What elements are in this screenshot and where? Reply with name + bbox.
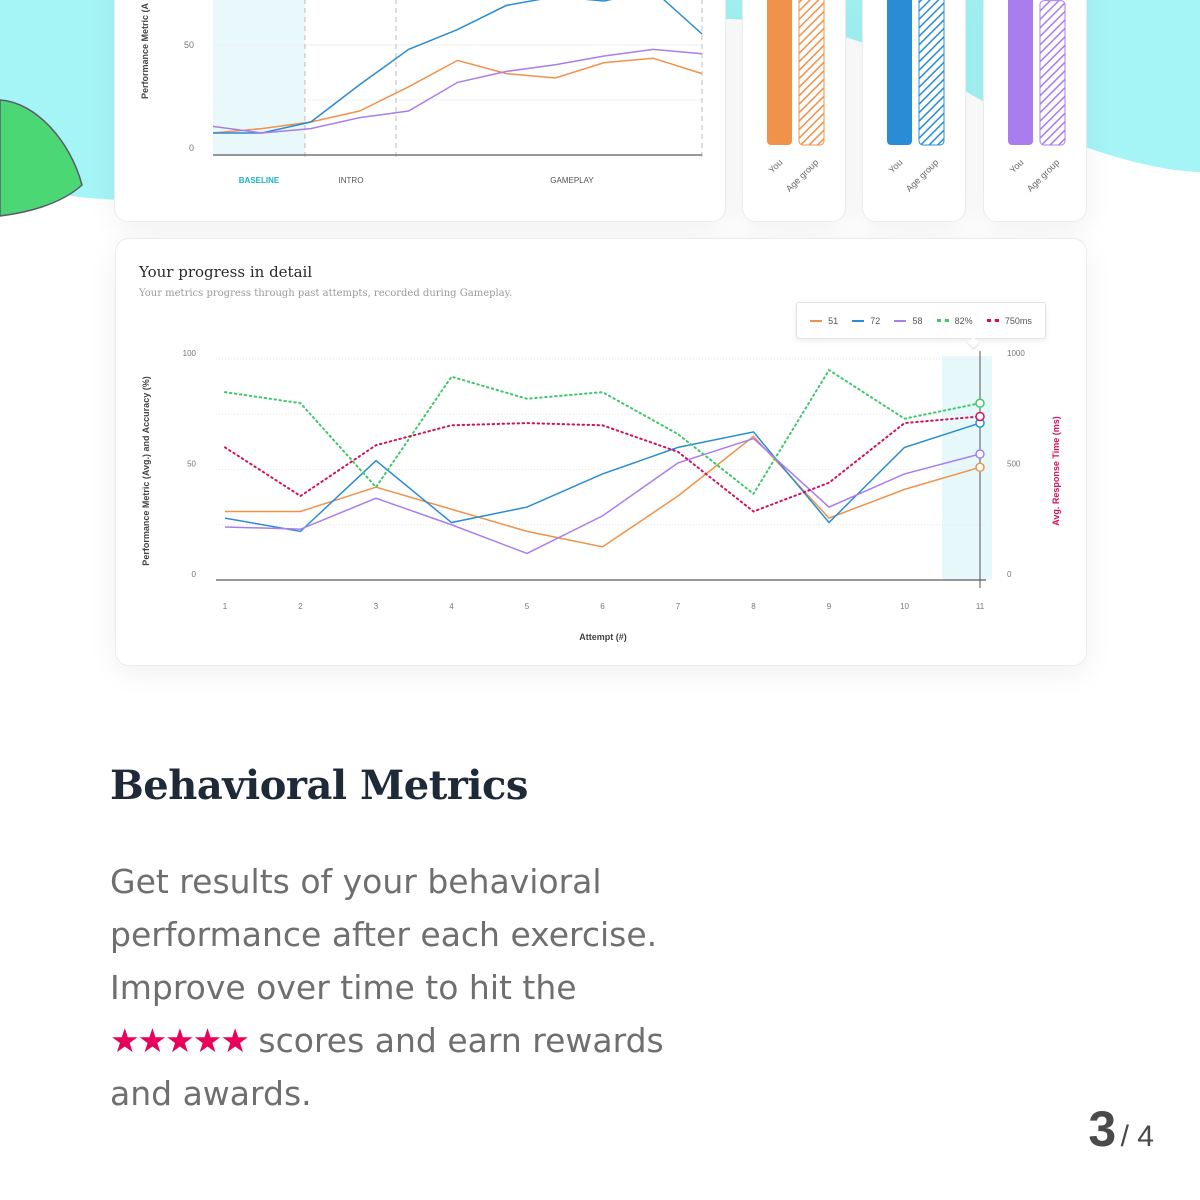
legend-label: 750ms [1004, 315, 1032, 326]
progress-detail-card: Your progress in detail Your metrics pro… [115, 238, 1087, 666]
legend-item[interactable]: 58 [894, 316, 922, 326]
legend-label: 58 [912, 315, 923, 326]
progress-detail-title: Your progress in detail [139, 263, 313, 281]
age-group-bar [918, 0, 945, 146]
y-tick-label: 0 [189, 143, 194, 153]
legend-item[interactable]: 72 [852, 316, 880, 326]
series-line [224, 368, 981, 496]
legend-item[interactable]: 82% [936, 315, 973, 326]
y-tick-label: 50 [184, 40, 194, 50]
bar-label: You [767, 157, 785, 175]
x-tick-label: 2 [298, 602, 303, 611]
chart-legend-tooltip: 51 72 58 82% 750ms [796, 302, 1046, 350]
y-axis-label: Performance Metric (Avg.) and Accuracy (… [141, 376, 151, 565]
legend-swatch-blue [852, 319, 865, 322]
legend-label: 51 [828, 315, 839, 326]
page-current: 3 [1088, 1101, 1117, 1157]
top-performance-chart-card: 50 0 Performance Metric (A BASELINE INTRO GAM… [114, 0, 726, 222]
y2-tick-label: 1000 [1007, 349, 1025, 358]
age-group-bar [1039, 0, 1066, 146]
description-line: Improve over time to hit the [110, 968, 577, 1007]
x-tick-label: 11 [976, 602, 985, 611]
highlight-point [975, 449, 985, 459]
x-tick-label: 6 [600, 602, 605, 611]
series-line [212, 48, 703, 134]
phase-label: BASELINE [239, 176, 280, 185]
legend-item[interactable]: 750ms [986, 315, 1032, 326]
you-bar [1008, 0, 1033, 145]
age-group-bar [798, 0, 825, 146]
y-tick-label: 50 [187, 460, 196, 469]
series-line [224, 422, 981, 533]
green-blob [0, 99, 83, 217]
bar-label: You [887, 157, 905, 175]
x-tick-label: 8 [751, 602, 756, 611]
legend-label: 72 [870, 315, 881, 326]
legend-swatch-green [936, 319, 949, 322]
x-axis-label: Attempt (#) [579, 632, 627, 642]
page-indicator: 3 / 4 [1088, 1100, 1154, 1158]
description-line: scores and earn rewards [247, 1021, 664, 1060]
y-axis-label: Performance Metric (A [140, 2, 150, 99]
section-description: Get results of your behavioral performan… [110, 855, 790, 1120]
x-tick-label: 5 [525, 602, 530, 611]
legend-item[interactable]: 51 [810, 316, 838, 326]
you-bar [887, 0, 912, 145]
x-tick-label: 1 [223, 602, 228, 611]
you-bar [767, 0, 792, 145]
bar-label: Age group [1025, 157, 1061, 193]
highlight-point [975, 462, 985, 473]
y2-axis-label: Avg. Response Time (ms) [1051, 416, 1061, 526]
legend-swatch-orange [810, 319, 823, 322]
highlight-point [975, 398, 985, 408]
x-tick-label: 7 [676, 602, 681, 611]
y-tick-label: 0 [192, 570, 197, 579]
bar-label: You [1008, 157, 1026, 175]
five-star-icon: ★★★★★ [110, 1021, 250, 1060]
bar-comparison-card: You Age group [862, 0, 966, 222]
legend-label: 82% [954, 315, 973, 326]
y2-tick-label: 500 [1007, 460, 1021, 469]
section-heading: Behavioral Metrics [110, 762, 528, 809]
x-tick-label: 10 [900, 602, 909, 611]
phase-label: GAMEPLAY [550, 176, 594, 185]
series-line [225, 435, 981, 548]
x-tick-label: 3 [374, 602, 379, 611]
highlight-point [975, 411, 985, 422]
legend-swatch-magenta [986, 319, 999, 322]
bar-comparison-card: You Age group [983, 0, 1087, 222]
progress-detail-subtitle: Your metrics progress through past attem… [139, 288, 513, 299]
bar-label: Age group [784, 157, 820, 193]
description-line: Get results of your behavioral [110, 862, 602, 901]
series-line [212, 57, 703, 134]
legend-swatch-purple [894, 319, 907, 322]
bar-comparison-card: You Age group [742, 0, 846, 222]
page-total: / 4 [1120, 1120, 1154, 1153]
description-line: and awards. [110, 1074, 312, 1113]
x-tick-label: 4 [449, 602, 454, 611]
series-line [224, 415, 981, 513]
top-performance-chart: 50 0 Performance Metric (A BASELINE INTRO GAM… [140, 0, 703, 185]
series-line [213, 0, 703, 134]
series-line [224, 437, 981, 555]
x-tick-label: 9 [827, 602, 832, 611]
y-tick-label: 100 [183, 349, 197, 358]
phase-label: INTRO [339, 176, 364, 185]
y2-tick-label: 0 [1007, 570, 1012, 579]
bar-label: Age group [904, 157, 940, 193]
description-line: performance after each exercise. [110, 915, 658, 954]
